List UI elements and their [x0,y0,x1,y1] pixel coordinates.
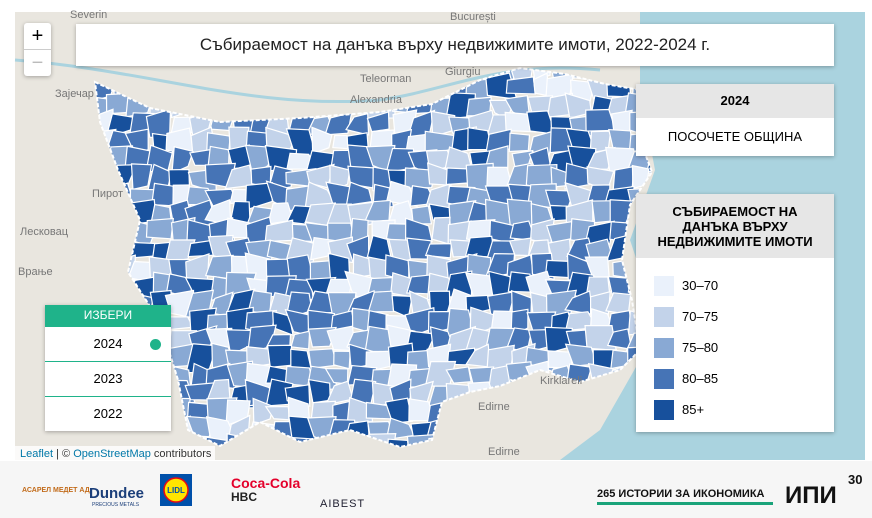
place-label: Edirne [478,401,510,413]
municipality[interactable] [404,167,436,189]
zoom-in[interactable]: + [24,23,51,50]
place-label: Лесковац [20,226,69,238]
zoom-control: + − [24,23,51,76]
legend-swatch [654,368,674,389]
municipality[interactable] [308,348,338,370]
sponsor: Coca-Cola [231,475,300,491]
place-label: Severin [70,9,107,21]
legend-title: СЪБИРАЕМОСТ НА ДАНЪКА ВЪРХУ НЕДВИЖИМИТЕ … [636,194,834,258]
place-label: Kirklareli [540,375,582,387]
legend-swatch [654,275,674,296]
municipality[interactable] [130,163,153,191]
sponsor: АСАРЕЛ МЕДЕТ АД [22,487,90,494]
legend-item: 70–75 [654,301,834,332]
municipality[interactable] [166,316,194,331]
place-label: Alexandria [350,94,403,106]
municipality[interactable] [345,181,373,207]
legend-item: 30–70 [654,270,834,301]
legend-label: 80–85 [682,371,719,386]
country-border [93,66,654,449]
place-label: Giurgiu [445,66,480,78]
selector-option[interactable]: 2022 [45,396,171,431]
legend-item: 75–80 [654,332,834,363]
municipality[interactable] [386,438,410,456]
municipality[interactable] [171,146,194,175]
legend-label: 75–80 [682,340,719,355]
osm-link[interactable]: OpenStreetMap [73,448,151,460]
municipality[interactable] [151,182,176,207]
legend-swatch [654,399,674,420]
place-label: Edirne [488,446,520,458]
municipality[interactable] [332,134,350,150]
legend-label: 30–70 [682,278,719,293]
year-selector: ИЗБЕРИ 2024 2023 2022 [45,305,171,431]
ipi-logo: ИПИ [785,482,837,509]
selector-title: ИЗБЕРИ [45,305,171,326]
municipality[interactable] [505,76,537,95]
municipality[interactable] [145,217,174,240]
option-label: 2023 [93,371,123,386]
sponsor: LIDL [167,486,185,495]
option-label: 2024 [93,336,123,351]
leaflet-link[interactable]: Leaflet [20,448,53,460]
municipality[interactable] [424,243,453,259]
municipality[interactable] [386,180,418,208]
attribution-sep: | © [56,448,70,460]
place-label: Teleorman [360,73,411,85]
legend-label: 85+ [682,402,705,417]
legend-swatch [654,337,674,358]
option-label: 2022 [93,406,123,421]
municipality[interactable] [252,397,274,426]
attribution: Leaflet | © OpenStreetMap contributors [20,448,212,460]
municipality[interactable] [547,350,573,369]
sponsor: Dundee [89,485,144,502]
place-label: Пирот [92,188,123,200]
zoom-out[interactable]: − [31,52,44,74]
municipality[interactable] [290,330,311,350]
lidl-logo [163,477,189,503]
legend-item: 80–85 [654,363,834,394]
attribution-bg [15,446,215,460]
legend-label: 70–75 [682,309,719,324]
ipi-badge: 30 [848,472,862,487]
selector-option[interactable]: 2023 [45,361,171,396]
info-hint: ПОСОЧЕТЕ ОБЩИНА [667,129,803,144]
place-label: București [450,11,496,23]
selector-option[interactable]: 2024 [45,326,171,361]
municipality[interactable] [266,344,293,368]
municipality[interactable] [366,111,390,133]
info-panel: 2024 ПОСОЧЕТЕ ОБЩИНА [636,84,834,156]
selected-dot [150,339,161,350]
municipality[interactable] [445,366,472,384]
municipality[interactable] [508,132,531,153]
municipality[interactable] [431,216,451,245]
sponsor: HBC [231,490,257,504]
footer [0,461,872,518]
title: Събираемост на данъка върху недвижимите … [76,24,834,66]
municipality[interactable] [307,378,331,404]
sponsor: AIBEST [320,498,365,510]
municipality[interactable] [404,217,433,245]
sponsor: PRECIOUS METALS [92,502,140,508]
place-label: Врање [18,266,53,278]
info-year: 2024 [636,84,834,118]
municipality[interactable] [411,205,433,225]
municipality[interactable] [367,290,395,313]
legend-item: 85+ [654,394,834,425]
legend-swatch [654,306,674,327]
place-labels: Severin București Giurgiu Teleorman Alexandr… [18,9,582,458]
project-title: 265 ИСТОРИИ ЗА ИКОНОМИКА [597,488,765,500]
legend: СЪБИРАЕМОСТ НА ДАНЪКА ВЪРХУ НЕДВИЖИМИТЕ … [636,194,834,432]
project-underline [597,502,773,505]
municipality[interactable] [333,350,351,370]
legend-items: 30–70 70–75 75–80 80–85 85+ [636,258,834,425]
municipality[interactable] [345,112,370,136]
selector-options: 2024 2023 2022 [45,326,171,431]
attribution-text: contributors [154,448,212,460]
place-label: Зајечар [55,88,94,100]
municipality[interactable] [311,126,333,155]
